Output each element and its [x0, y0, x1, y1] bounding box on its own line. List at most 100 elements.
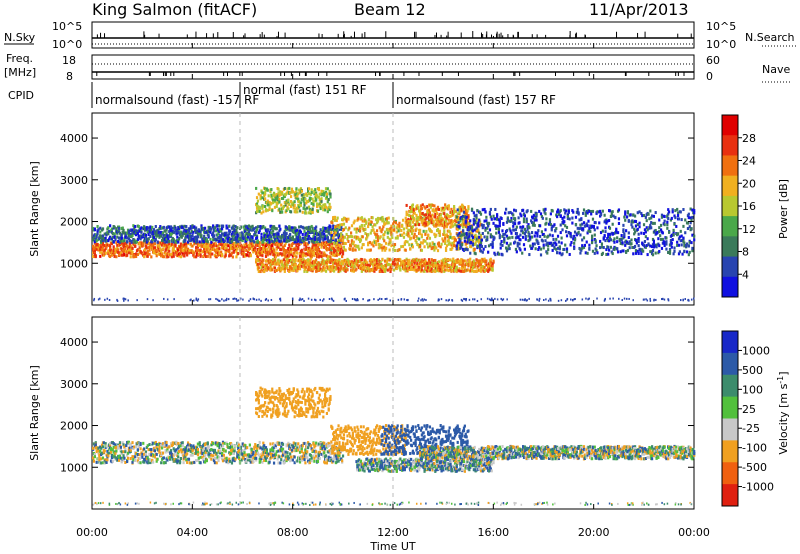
heatmap-cell — [330, 228, 333, 232]
heatmap-cell — [288, 239, 291, 243]
heatmap-cell — [138, 229, 141, 233]
heatmap-cell — [163, 243, 166, 247]
heatmap-cell — [286, 190, 289, 194]
heatmap-cell — [372, 244, 375, 248]
heatmap-cell — [236, 226, 239, 230]
heatmap-cell — [503, 236, 506, 240]
heatmap-cell — [178, 237, 181, 241]
heatmap-cell — [339, 261, 342, 265]
heatmap-cell — [524, 230, 527, 234]
heatmap-cell — [147, 246, 150, 250]
heatmap-cell — [565, 250, 569, 254]
heatmap-cell — [376, 219, 380, 223]
heatmap-cell — [394, 221, 397, 225]
heatmap-cell — [144, 236, 148, 240]
heatmap-cell — [396, 234, 399, 238]
heatmap-cell — [526, 209, 529, 213]
heatmap-cell — [402, 227, 406, 231]
heatmap-cell — [272, 225, 276, 229]
heatmap-cell — [178, 254, 181, 258]
heatmap-cell — [518, 246, 521, 250]
heatmap-cell — [168, 239, 171, 243]
heatmap-cell — [395, 230, 398, 234]
heatmap-cell — [295, 237, 298, 241]
heatmap-cell — [456, 212, 459, 216]
heatmap-cell — [92, 238, 95, 242]
heatmap-cell — [333, 249, 337, 253]
heatmap-cell — [265, 259, 268, 263]
heatmap-cell — [254, 248, 257, 252]
heatmap-cell — [124, 247, 127, 251]
heatmap-cell — [320, 245, 323, 249]
heatmap-cell — [322, 238, 325, 242]
heatmap-cell — [305, 252, 308, 256]
heatmap-cell — [572, 237, 575, 241]
heatmap-cell — [338, 263, 341, 267]
heatmap-cell — [340, 264, 343, 268]
heatmap-cell — [365, 237, 368, 241]
heatmap-cell — [224, 254, 227, 258]
heatmap-cell — [405, 233, 408, 237]
heatmap-cell — [399, 268, 402, 272]
heatmap-cell — [251, 225, 254, 229]
heatmap-cell — [408, 243, 411, 247]
heatmap-cell — [371, 269, 374, 273]
heatmap-cell — [432, 220, 435, 224]
heatmap-cell — [288, 254, 291, 258]
heatmap-cell — [565, 225, 569, 229]
heatmap-cell — [232, 250, 235, 254]
heatmap-cell — [319, 267, 322, 271]
heatmap-cell — [489, 215, 492, 219]
heatmap-cell — [329, 269, 332, 273]
heatmap-cell — [539, 224, 542, 228]
heatmap-cell — [267, 194, 270, 198]
heatmap-cell — [314, 260, 317, 264]
heatmap-cell — [514, 209, 518, 213]
heatmap-cell — [433, 263, 436, 267]
heatmap-cell — [236, 231, 239, 235]
heatmap-cell — [484, 228, 487, 232]
heatmap-cell — [307, 237, 310, 241]
heatmap-cell — [305, 192, 308, 196]
heatmap-cell — [292, 230, 295, 234]
heatmap-cell — [547, 244, 550, 248]
heatmap-cell — [467, 215, 470, 219]
heatmap-cell — [463, 215, 466, 219]
heatmap-cell — [357, 217, 360, 221]
heatmap-cell — [497, 252, 501, 256]
heatmap-cell — [278, 261, 281, 265]
heatmap-cell — [391, 235, 394, 239]
heatmap-cell — [496, 215, 499, 219]
heatmap-cell — [127, 234, 131, 238]
heatmap-cell — [452, 212, 455, 216]
heatmap-cell — [95, 234, 98, 238]
heatmap-cell — [270, 235, 273, 239]
heatmap-cell — [458, 267, 461, 271]
heatmap-cell — [582, 211, 585, 215]
heatmap-cell — [257, 266, 260, 270]
heatmap-cell — [424, 239, 427, 243]
heatmap-cell — [300, 189, 303, 193]
heatmap-cell — [418, 217, 422, 221]
heatmap-cell — [473, 265, 476, 269]
heatmap-cell — [428, 236, 432, 240]
heatmap-cell — [308, 207, 311, 211]
heatmap-cell — [303, 263, 306, 267]
heatmap-cell — [329, 225, 332, 229]
heatmap-cell — [374, 223, 377, 227]
heatmap-cell — [504, 246, 508, 250]
heatmap-cell — [304, 197, 307, 201]
heatmap-cell — [324, 187, 328, 191]
heatmap-cell — [280, 203, 283, 207]
heatmap-cell — [412, 208, 415, 212]
heatmap-cell — [155, 249, 158, 253]
heatmap-cell — [297, 203, 300, 207]
heatmap-cell — [544, 207, 547, 211]
heatmap-cell — [427, 222, 430, 226]
heatmap-cell — [455, 270, 458, 274]
heatmap-cell — [269, 233, 272, 237]
heatmap-cell — [420, 235, 423, 239]
heatmap-cell — [492, 221, 495, 225]
heatmap-cell — [340, 225, 343, 229]
heatmap-cell — [323, 193, 326, 197]
